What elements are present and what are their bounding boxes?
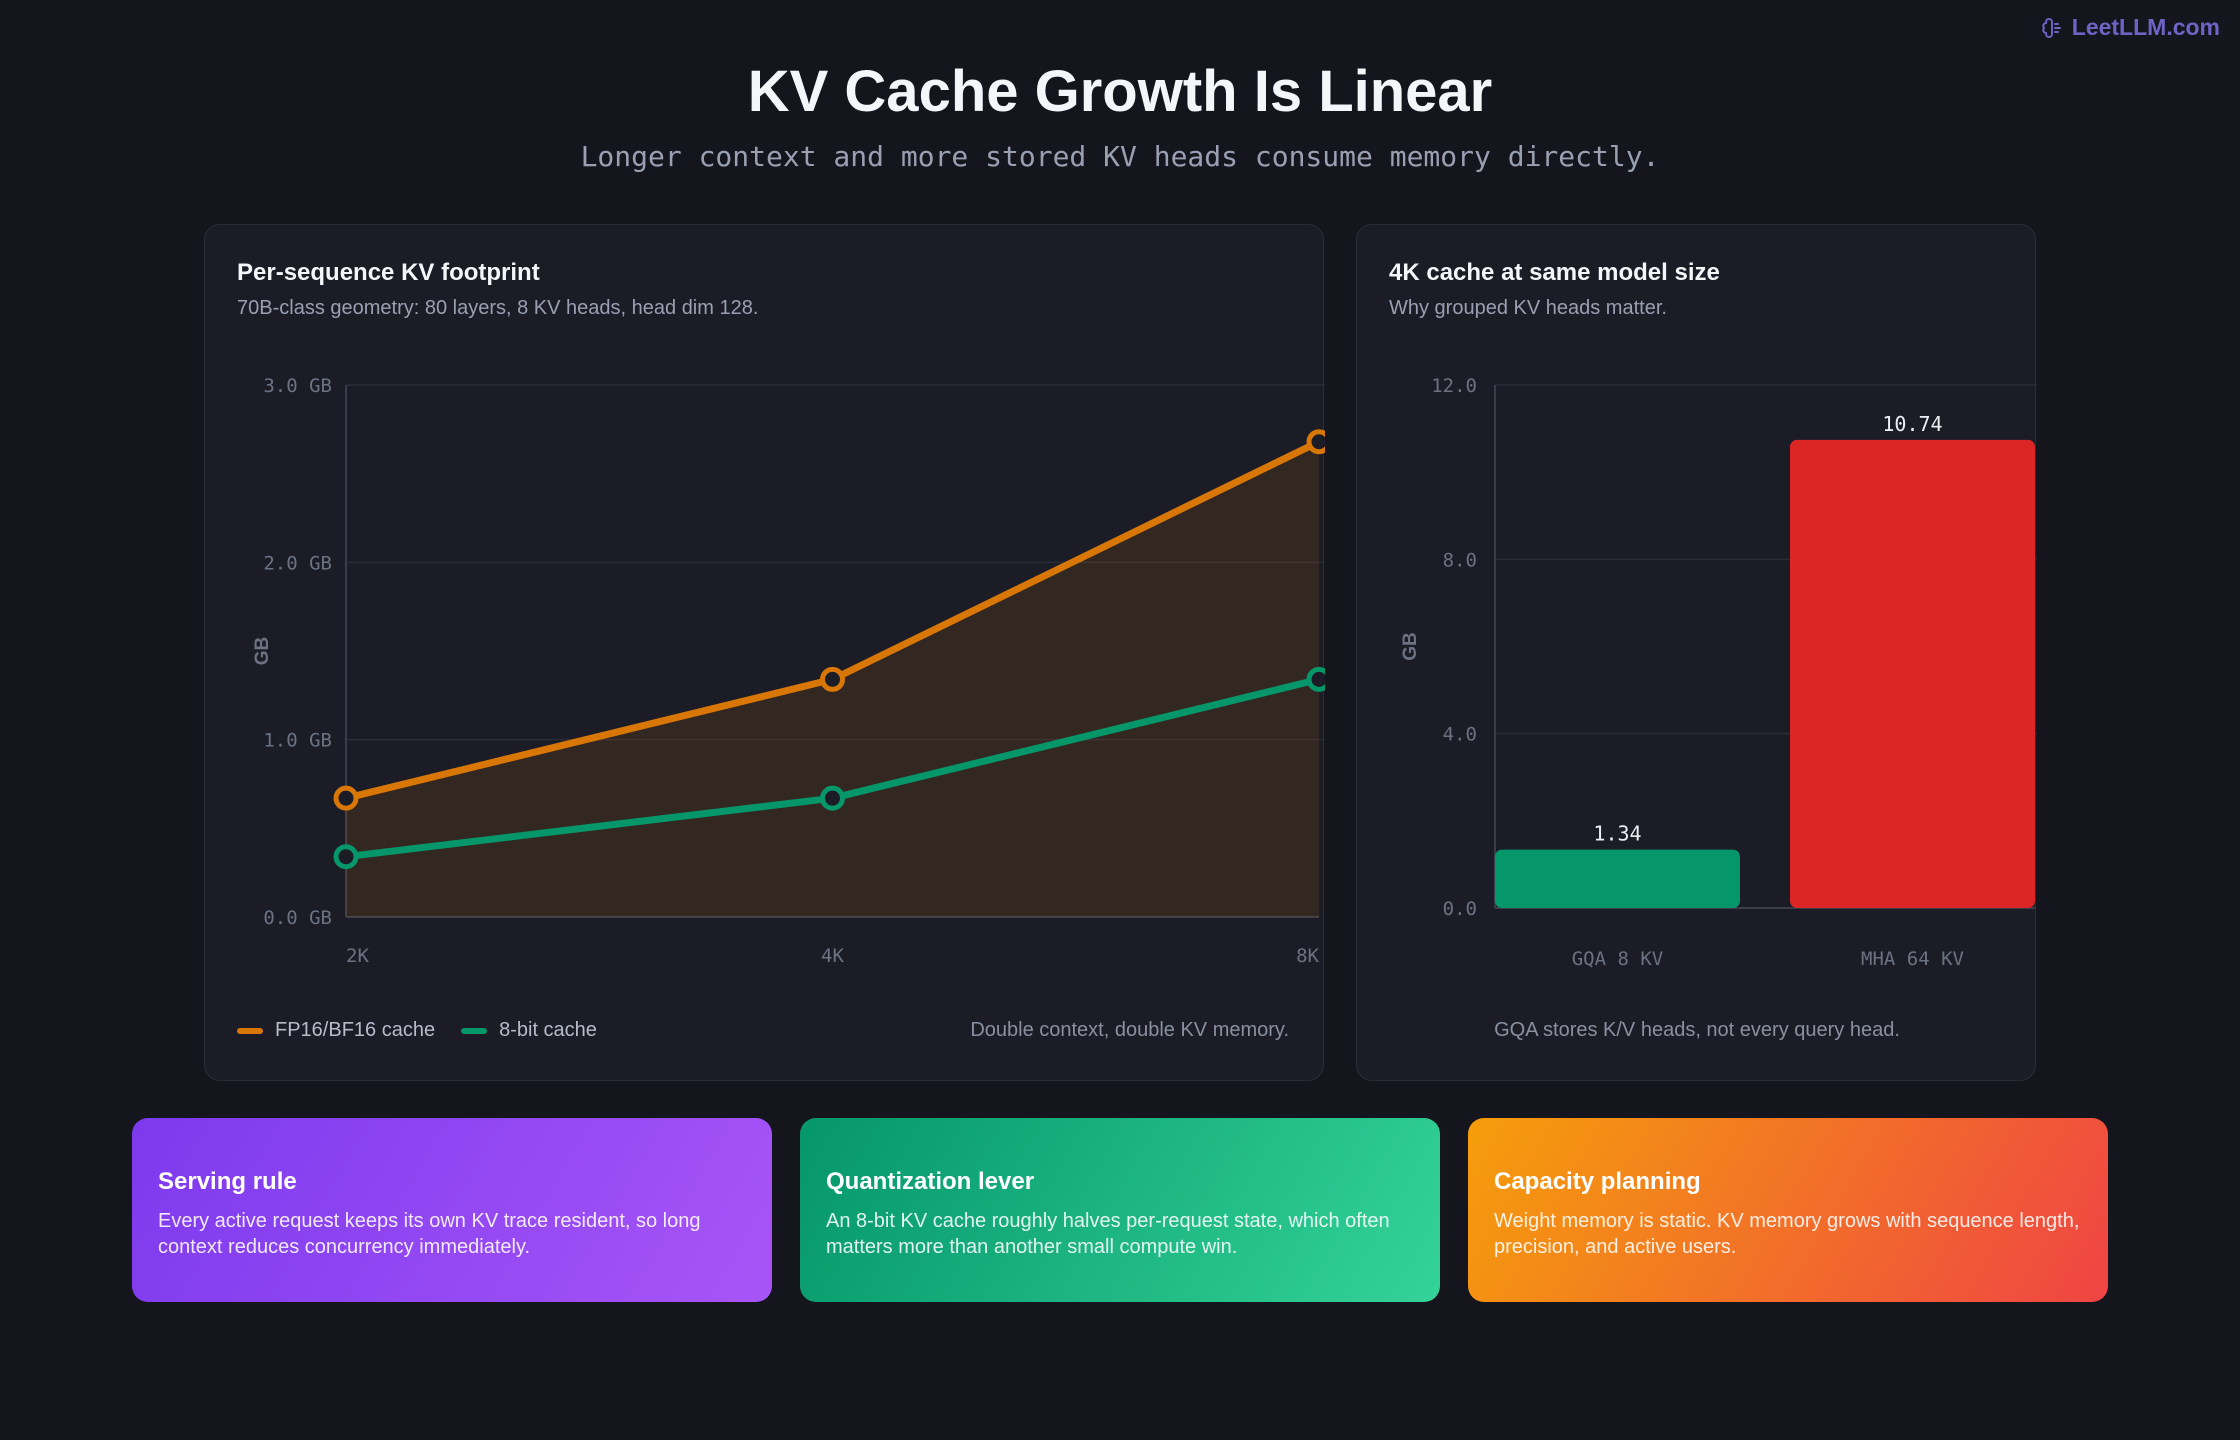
card-title: Quantization lever (826, 1168, 1035, 1195)
brand-logo[interactable]: LeetLLM.com (2040, 14, 2220, 41)
data-point-series-1 (820, 785, 845, 811)
line-chart-legend: FP16/BF16 cache 8-bit cache (237, 1019, 597, 1042)
line-chart-subtitle: 70B-class geometry: 80 layers, 8 KV head… (237, 297, 759, 319)
legend-item-fp16: FP16/BF16 cache (237, 1019, 435, 1042)
x-tick-label: GQA 8 KV (1572, 948, 1664, 970)
bar-chart-title: 4K cache at same model size (1389, 259, 1720, 286)
y-tick-label: 12.0 (1431, 375, 1477, 397)
bar-value-label: 1.34 (1593, 822, 1641, 846)
y-tick-label: 0.0 (1443, 898, 1477, 920)
legend-label-fp16: FP16/BF16 cache (275, 1019, 436, 1041)
bar-value-label: 10.74 (1882, 412, 1942, 436)
page-subtitle: Longer context and more stored KV heads … (580, 140, 1660, 173)
line-chart-note: Double context, double KV memory. (970, 1019, 1289, 1041)
line-chart: 0.0 GB 1.0 GB 2.0 GB 3.0 GB 2K 4K 8K GB (252, 375, 1325, 967)
page-title: KV Cache Growth Is Linear (747, 59, 1493, 124)
x-tick-label: 2K (346, 945, 369, 967)
y-tick-label: 1.0 GB (263, 730, 332, 752)
brain-icon (2042, 17, 2061, 38)
data-point-series-1 (333, 844, 359, 870)
legend-label-8bit: 8-bit cache (499, 1019, 597, 1041)
bar-1 (1790, 439, 2035, 908)
x-tick-label: MHA 64 KV (1861, 948, 1964, 970)
card-title: Capacity planning (1494, 1168, 1701, 1195)
card-capacity-planning: Capacity planning Weight memory is stati… (1468, 1118, 2108, 1302)
x-tick-label: 4K (821, 945, 844, 967)
legend-swatch-fp16 (237, 1027, 263, 1034)
y-tick-label: 0.0 GB (263, 907, 332, 929)
card-serving-rule: Serving rule Every active request keeps … (132, 1118, 772, 1302)
line-chart-title: Per-sequence KV footprint (237, 259, 540, 286)
brand-name: LeetLLM.com (2071, 14, 2220, 40)
y-axis-label: GB (252, 637, 273, 666)
legend-item-8bit: 8-bit cache (461, 1019, 597, 1042)
data-point-series-1 (1306, 666, 1325, 692)
x-tick-label: 8K (1296, 945, 1319, 967)
line-chart-panel: Per-sequence KV footprint 70B-class geom… (204, 224, 1325, 1081)
data-point-series-0 (820, 666, 845, 692)
y-tick-label: 3.0 GB (263, 375, 332, 397)
y-axis-label: GB (1400, 632, 1421, 661)
bar-chart: 0.0 4.0 8.0 12.0 GB 1.34 GQA 8 KV 10.74 MHA 64 K… (1400, 375, 2037, 970)
card-text: Weight memory is static. KV memory grows… (1494, 1210, 2080, 1258)
card-quantization-lever: Quantization lever An 8-bit KV cache rou… (800, 1118, 1440, 1302)
y-tick-label: 2.0 GB (263, 552, 332, 574)
bar-0 (1495, 849, 1740, 908)
card-text: An 8-bit KV cache roughly halves per-req… (826, 1210, 1390, 1258)
card-title: Serving rule (158, 1168, 297, 1195)
bar-chart-panel: 4K cache at same model size Why grouped … (1356, 224, 2037, 1081)
bar-chart-note: GQA stores K/V heads, not every query he… (1494, 1019, 1900, 1041)
y-tick-label: 8.0 (1443, 549, 1477, 571)
card-text: Every active request keeps its own KV tr… (158, 1210, 701, 1258)
data-point-series-0 (1306, 429, 1325, 455)
legend-swatch-8bit (461, 1027, 488, 1034)
data-point-series-0 (333, 785, 359, 811)
bar-chart-subtitle: Why grouped KV heads matter. (1389, 297, 1667, 319)
y-tick-label: 4.0 (1443, 724, 1477, 746)
